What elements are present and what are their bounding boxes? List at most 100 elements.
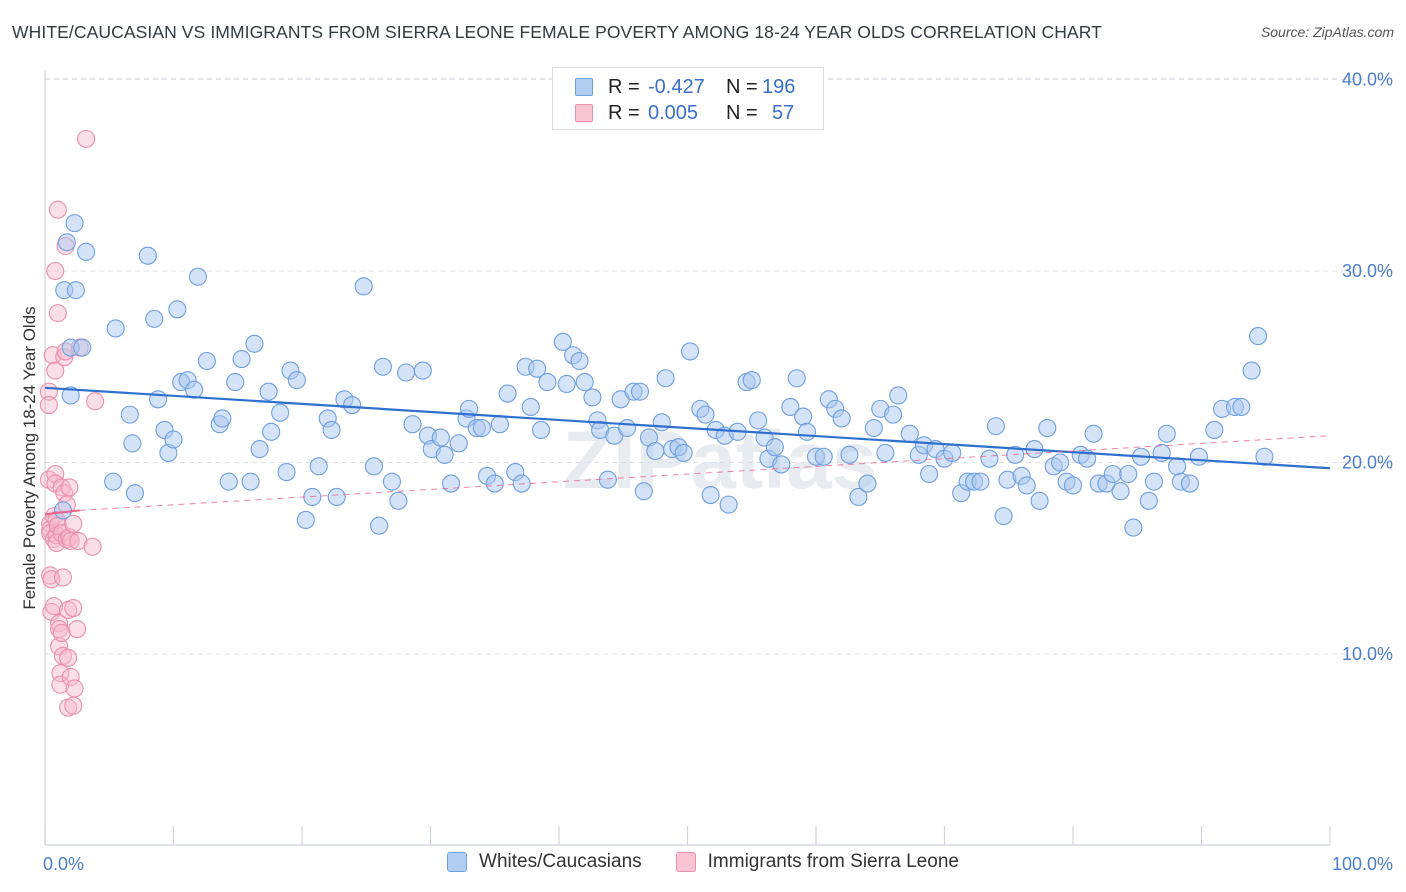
data-point-whites bbox=[1103, 464, 1122, 484]
data-point-whites bbox=[557, 374, 576, 394]
legend-n-value: 57 bbox=[772, 101, 795, 124]
data-point-whites bbox=[403, 415, 422, 434]
y-tick-label: 10.0% bbox=[1342, 644, 1393, 664]
data-point-sierra-leone bbox=[42, 570, 61, 589]
data-point-sierra-leone bbox=[60, 478, 79, 497]
data-point-whites bbox=[876, 443, 895, 462]
data-point-whites bbox=[413, 361, 432, 380]
data-point-whites bbox=[498, 384, 517, 403]
data-point-whites bbox=[1124, 518, 1143, 537]
data-point-whites bbox=[53, 501, 73, 520]
data-point-sierra-leone bbox=[52, 623, 71, 642]
data-point-whites bbox=[241, 472, 260, 491]
data-point-whites bbox=[1139, 491, 1158, 510]
data-point-whites bbox=[435, 445, 454, 464]
data-point-whites bbox=[1189, 447, 1208, 466]
data-point-whites bbox=[1144, 472, 1164, 491]
data-point-whites bbox=[61, 386, 80, 405]
chart-title: WHITE/CAUCASIAN VS IMMIGRANTS FROM SIERR… bbox=[12, 22, 1102, 42]
data-point-whites bbox=[994, 507, 1013, 526]
data-point-whites bbox=[598, 470, 617, 489]
data-point-whites bbox=[1084, 424, 1103, 443]
data-point-whites bbox=[583, 388, 602, 407]
data-point-whites bbox=[57, 233, 76, 252]
legend-label-sierra-leone: Immigrants from Sierra Leone bbox=[707, 851, 959, 872]
legend-r-label: R = bbox=[608, 75, 640, 98]
data-point-whites bbox=[920, 464, 939, 484]
data-point-whites bbox=[138, 246, 157, 265]
axes bbox=[44, 70, 1331, 846]
data-point-whites bbox=[742, 371, 761, 390]
data-point-whites bbox=[1168, 457, 1187, 476]
data-point-sierra-leone bbox=[64, 598, 83, 618]
data-point-sierra-leone bbox=[39, 395, 58, 415]
legend-swatch-blue bbox=[447, 852, 468, 872]
data-point-whites bbox=[245, 334, 264, 353]
data-point-sierra-leone bbox=[64, 514, 83, 533]
data-point-whites bbox=[262, 422, 281, 441]
data-point-whites bbox=[327, 487, 346, 507]
tick-labels: 10.0% 20.0% 30.0% 40.0% 0.0% 100.0% bbox=[43, 70, 1393, 875]
data-point-whites bbox=[1119, 464, 1138, 484]
data-point-whites bbox=[980, 449, 999, 468]
data-point-sierra-leone bbox=[83, 537, 102, 556]
data-point-whites bbox=[490, 415, 509, 434]
data-point-whites bbox=[840, 445, 859, 464]
data-point-whites bbox=[772, 455, 791, 474]
data-point-sierra-leone bbox=[44, 597, 64, 616]
data-point-whites bbox=[1157, 424, 1176, 443]
data-point-sierra-leone bbox=[53, 568, 73, 587]
legend-row-sierra-leone: R = 0.005 N = 57 bbox=[575, 101, 794, 125]
data-point-whites bbox=[1255, 447, 1274, 466]
data-point-whites bbox=[749, 411, 768, 430]
data-point-sierra-leone bbox=[59, 648, 78, 667]
data-point-whites bbox=[864, 418, 883, 438]
data-point-whites bbox=[849, 487, 868, 507]
data-point-whites bbox=[1242, 361, 1261, 380]
data-point-whites bbox=[382, 472, 402, 491]
data-point-sierra-leone bbox=[61, 667, 80, 687]
data-point-whites bbox=[1078, 449, 1097, 468]
data-point-whites bbox=[618, 418, 637, 438]
data-point-whites bbox=[570, 351, 589, 371]
data-point-whites bbox=[696, 405, 715, 424]
data-point-whites bbox=[553, 332, 572, 351]
y-tick-label: 40.0% bbox=[1342, 70, 1393, 90]
data-point-whites bbox=[73, 338, 92, 357]
data-point-sierra-leone bbox=[46, 261, 65, 281]
data-point-sierra-leone bbox=[46, 361, 65, 380]
data-point-whites bbox=[120, 405, 139, 424]
data-point-whites bbox=[373, 357, 393, 376]
y-tick-label: 20.0% bbox=[1342, 453, 1393, 473]
data-point-whites bbox=[971, 472, 990, 491]
data-point-whites bbox=[884, 405, 903, 424]
x-tick-label: 100.0% bbox=[1332, 854, 1393, 874]
data-point-whites bbox=[188, 267, 207, 286]
data-point-whites bbox=[681, 342, 700, 361]
data-point-whites bbox=[431, 428, 450, 447]
data-point-whites bbox=[364, 457, 384, 476]
data-point-whites bbox=[531, 420, 551, 439]
gridlines bbox=[45, 77, 1395, 655]
data-point-whites bbox=[370, 516, 389, 535]
data-point-whites bbox=[106, 319, 125, 338]
data-point-whites bbox=[1030, 491, 1049, 510]
legend-n-label: N = bbox=[726, 101, 758, 124]
data-point-whites bbox=[1063, 476, 1083, 495]
trend-line-sierra-leone bbox=[44, 509, 80, 516]
data-point-whites bbox=[219, 472, 238, 491]
data-point-whites bbox=[123, 434, 142, 453]
data-point-whites bbox=[271, 403, 290, 422]
data-point-whites bbox=[674, 443, 693, 462]
data-point-whites bbox=[1038, 418, 1057, 438]
data-point-sierra-leone bbox=[64, 696, 83, 715]
data-point-whites bbox=[322, 420, 341, 439]
data-point-whites bbox=[1017, 476, 1036, 495]
data-point-whites bbox=[701, 486, 720, 505]
data-point-whites bbox=[472, 418, 491, 438]
data-point-whites bbox=[832, 409, 851, 428]
legend-r-value: 0.005 bbox=[648, 101, 699, 124]
data-point-whites bbox=[389, 491, 408, 510]
data-point-sierra-leone bbox=[51, 675, 70, 694]
series-whites-points bbox=[53, 214, 1274, 537]
